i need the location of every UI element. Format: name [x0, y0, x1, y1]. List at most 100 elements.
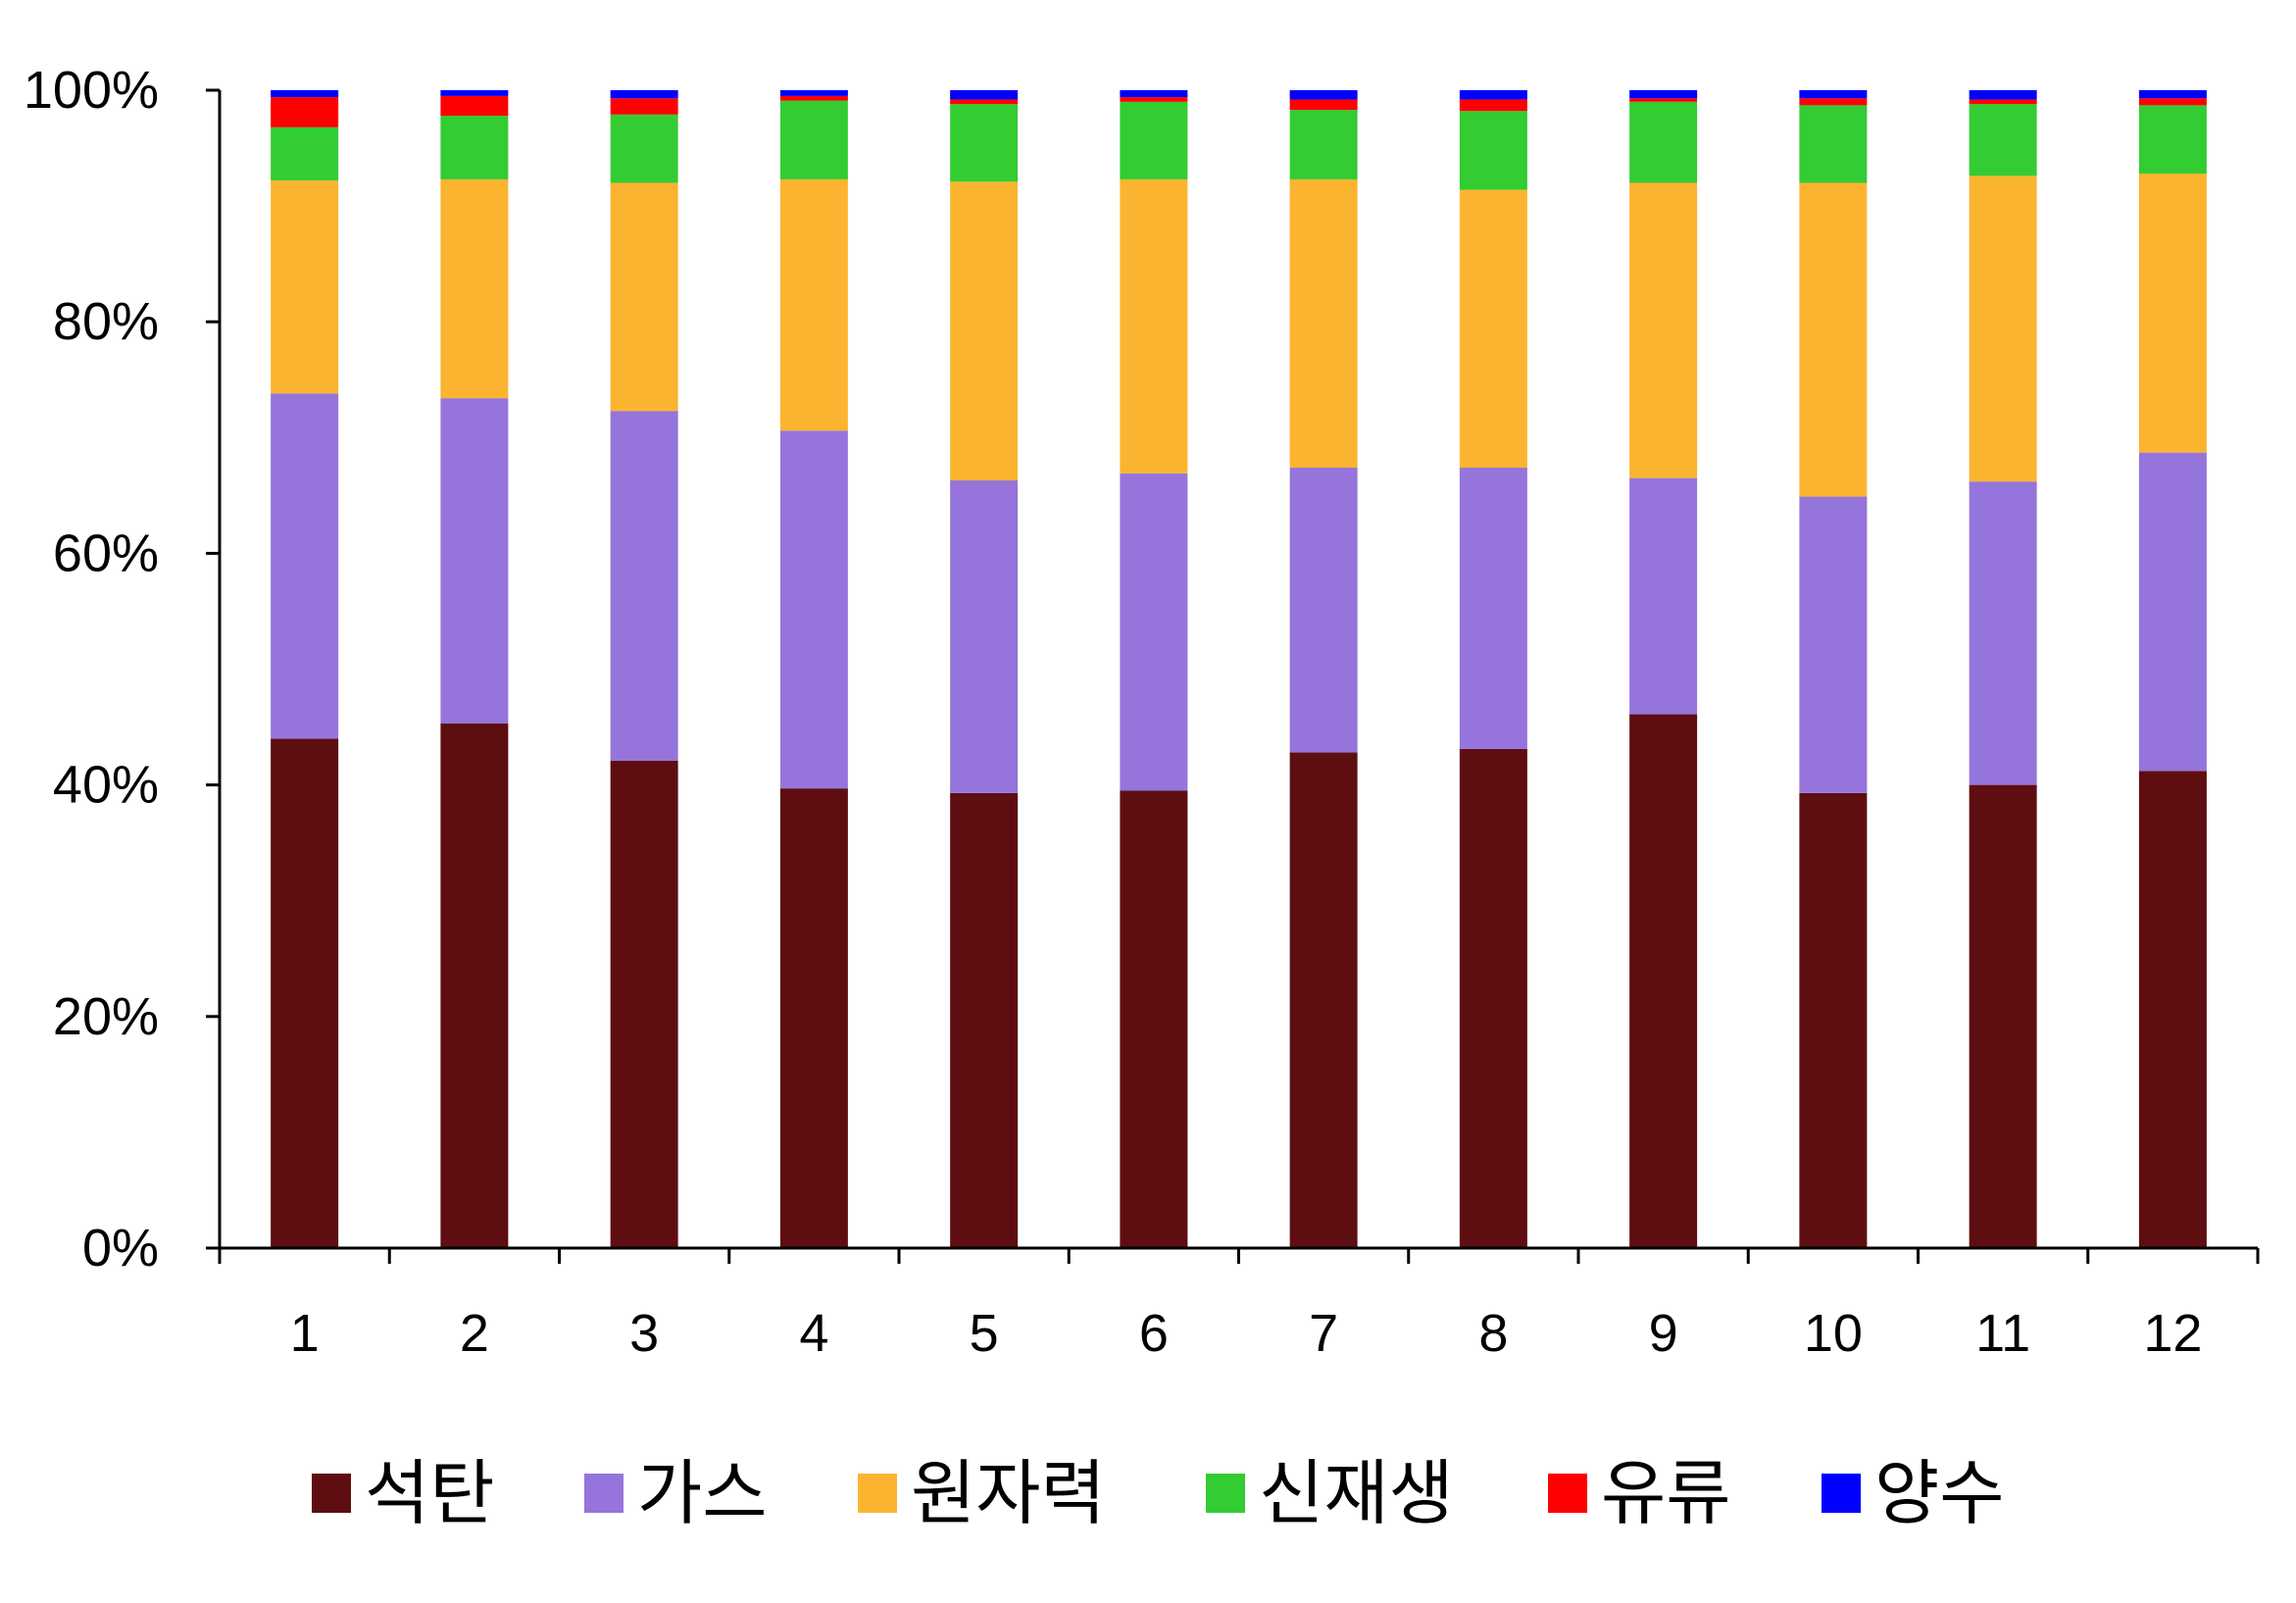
bar-segment-3-0 — [610, 760, 678, 1248]
bar-segment-5-0 — [950, 792, 1019, 1248]
legend-label: 유류 — [1601, 1452, 1730, 1534]
legend-item-5: 양수 — [1822, 1452, 2004, 1534]
bar-segment-12-0 — [2138, 771, 2207, 1248]
bar-segment-9-5 — [1629, 90, 1698, 99]
bar-stack-3 — [610, 90, 678, 1248]
bar-segment-2-3 — [440, 115, 509, 179]
legend-label: 원자력 — [911, 1452, 1106, 1534]
bar-segment-10-2 — [1799, 182, 1868, 497]
legend-swatch — [1822, 1474, 1861, 1513]
bar-segment-7-4 — [1289, 99, 1358, 111]
bar-segment-1-4 — [271, 97, 339, 127]
bar-segment-8-1 — [1459, 468, 1527, 749]
bar-segment-11-0 — [1969, 784, 2037, 1248]
bar-segment-6-3 — [1120, 101, 1188, 179]
bar-segment-8-5 — [1459, 90, 1527, 100]
bar-segment-4-5 — [779, 90, 848, 96]
bar-segment-11-4 — [1969, 99, 2037, 105]
bar-segment-3-2 — [610, 182, 678, 412]
bar-segment-7-5 — [1289, 90, 1358, 100]
bar-segment-10-0 — [1799, 792, 1868, 1248]
bar-stack-10 — [1799, 90, 1868, 1248]
bar-segment-11-1 — [1969, 481, 2037, 785]
bar-segment-8-3 — [1459, 111, 1527, 190]
bar-segment-7-0 — [1289, 752, 1358, 1248]
legend-item-1: 가스 — [584, 1452, 767, 1534]
y-tick-label: 80% — [53, 292, 159, 351]
y-tick-label: 0% — [82, 1219, 159, 1277]
bar-segment-5-4 — [950, 99, 1019, 105]
bar-segment-5-1 — [950, 480, 1019, 793]
bar-segment-4-3 — [779, 100, 848, 179]
bar-segment-7-2 — [1289, 178, 1358, 469]
bar-segment-9-1 — [1629, 477, 1698, 715]
bar-stack-2 — [440, 90, 509, 1248]
bar-stack-6 — [1120, 90, 1188, 1248]
bar-segment-9-3 — [1629, 101, 1698, 183]
bar-segment-6-2 — [1120, 178, 1188, 474]
legend-swatch — [1548, 1474, 1587, 1513]
bar-segment-10-1 — [1799, 496, 1868, 793]
legend-item-3: 신재생 — [1206, 1452, 1454, 1534]
bar-stack-5 — [950, 90, 1019, 1248]
bar-segment-6-5 — [1120, 90, 1188, 98]
bar-segment-6-1 — [1120, 473, 1188, 791]
bar-segment-1-0 — [271, 738, 339, 1248]
y-tick-label: 100% — [24, 61, 159, 120]
x-tick-label: 12 — [2143, 1304, 2202, 1363]
bar-segment-1-5 — [271, 90, 339, 98]
bar-segment-12-5 — [2138, 90, 2207, 99]
y-tick-label: 20% — [53, 987, 159, 1046]
x-tick-label: 4 — [799, 1304, 828, 1363]
bar-segment-3-1 — [610, 411, 678, 761]
bar-segment-11-3 — [1969, 104, 2037, 176]
bars-layer — [271, 90, 2207, 1248]
x-tick-label: 6 — [1139, 1304, 1169, 1363]
axes-layer: 0%20%40%60%80%100%1 2 3 4 5 6 7 8 9 10 11 12 — [24, 61, 2260, 1363]
bar-segment-2-1 — [440, 398, 509, 725]
bar-segment-12-3 — [2138, 105, 2207, 175]
legend-label: 신재생 — [1259, 1452, 1454, 1534]
bar-segment-10-3 — [1799, 105, 1868, 183]
bar-segment-1-1 — [271, 393, 339, 739]
bar-segment-8-4 — [1459, 99, 1527, 112]
bar-segment-7-3 — [1289, 110, 1358, 179]
legend-label: 가스 — [637, 1452, 767, 1534]
y-tick-label: 40% — [53, 756, 159, 815]
bar-stack-9 — [1629, 90, 1698, 1248]
bar-segment-5-3 — [950, 104, 1019, 182]
bar-segment-12-4 — [2138, 98, 2207, 106]
bar-segment-1-3 — [271, 126, 339, 181]
bar-stack-1 — [271, 90, 339, 1248]
x-tick-label: 7 — [1309, 1304, 1338, 1363]
bar-segment-10-4 — [1799, 98, 1868, 106]
bar-segment-4-2 — [779, 178, 848, 431]
bar-segment-8-2 — [1459, 189, 1527, 469]
bar-segment-2-2 — [440, 178, 509, 399]
y-tick-label: 60% — [53, 524, 159, 582]
bar-segment-3-3 — [610, 114, 678, 183]
bar-stack-8 — [1459, 90, 1527, 1248]
bar-segment-5-2 — [950, 181, 1019, 481]
bar-stack-4 — [779, 90, 848, 1248]
bar-segment-9-2 — [1629, 182, 1698, 478]
x-tick-label: 11 — [1975, 1304, 2030, 1363]
bar-segment-9-4 — [1629, 98, 1698, 102]
bar-segment-12-2 — [2138, 174, 2207, 453]
bar-segment-3-4 — [610, 98, 678, 115]
x-tick-label: 1 — [290, 1304, 320, 1363]
bar-segment-1-2 — [271, 180, 339, 394]
bar-segment-8-0 — [1459, 748, 1527, 1248]
legend: 석탄 가스 원자력 신재생 유류 양수 — [312, 1452, 2004, 1534]
legend-label: 석탄 — [365, 1452, 494, 1534]
bar-segment-2-5 — [440, 90, 509, 96]
legend-item-2: 원자력 — [858, 1452, 1106, 1534]
bar-segment-7-1 — [1289, 468, 1358, 753]
legend-swatch — [858, 1474, 897, 1513]
legend-swatch — [584, 1474, 624, 1513]
x-tick-label: 5 — [970, 1304, 999, 1363]
x-tick-label: 10 — [1804, 1304, 1863, 1363]
bar-segment-4-0 — [779, 788, 848, 1248]
